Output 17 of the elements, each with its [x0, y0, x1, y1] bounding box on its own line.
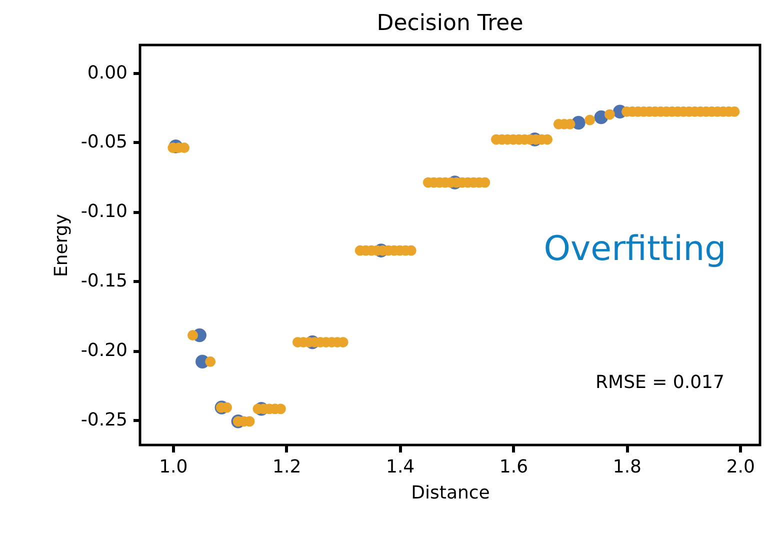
- chart-title: Decision Tree: [376, 11, 524, 36]
- annotation: RMSE = 0.017: [596, 372, 724, 393]
- x-tick-label: 1.6: [499, 456, 528, 478]
- x-tick-label: 2.0: [726, 456, 755, 478]
- y-tick-label: -0.25: [80, 410, 128, 430]
- y-tick-label: -0.05: [80, 132, 128, 153]
- y-tick-label: 0.00: [87, 62, 128, 84]
- y-axis-title: Energy: [50, 214, 72, 278]
- y-tick-label: -0.10: [80, 201, 128, 222]
- y-tick-label: -0.20: [80, 340, 128, 362]
- x-axis-title: Distance: [411, 482, 490, 504]
- x-tick-label: 1.4: [386, 456, 415, 478]
- x-tick-label: 1.0: [159, 456, 188, 478]
- y-tick-label: -0.15: [80, 270, 128, 292]
- annotation: Overfitting: [544, 229, 726, 269]
- x-tick-label: 1.2: [272, 456, 302, 478]
- x-tick-label: 1.8: [612, 456, 642, 478]
